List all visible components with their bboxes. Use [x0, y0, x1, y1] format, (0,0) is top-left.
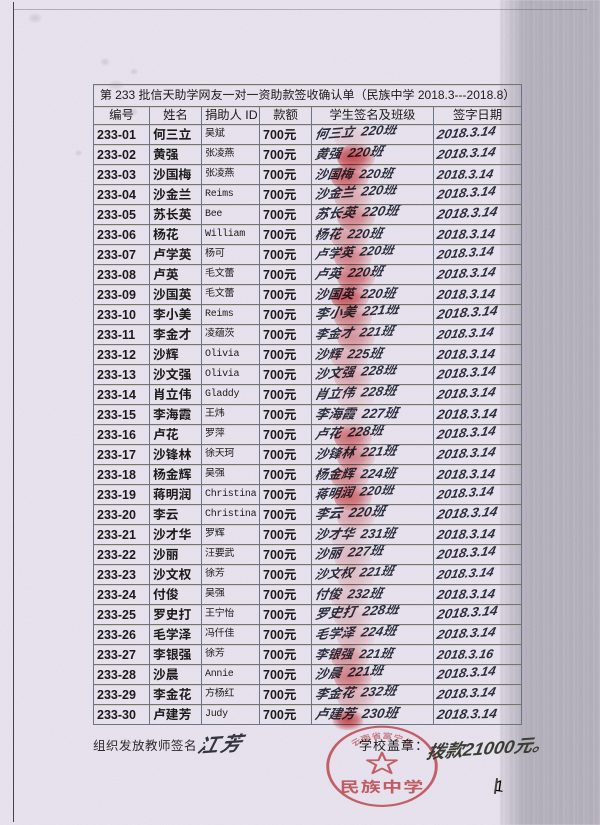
svg-text:民族中学: 民族中学: [340, 776, 425, 797]
